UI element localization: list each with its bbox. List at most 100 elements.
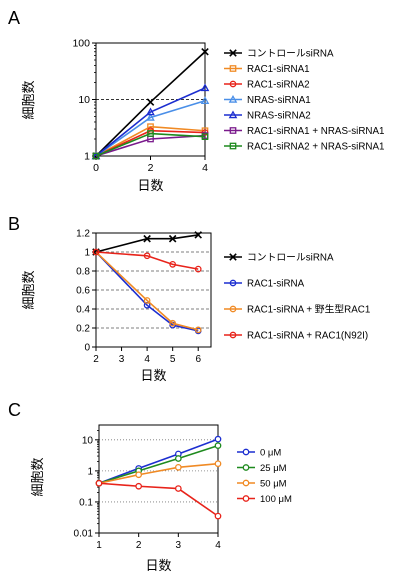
y-tick-label: 0.4 [76, 305, 90, 316]
data-point [135, 471, 143, 479]
data-point [92, 248, 100, 256]
y-tick-label: 1 [84, 151, 90, 163]
data-point [143, 252, 151, 260]
data-point [146, 107, 155, 116]
data-point [194, 326, 202, 334]
legend-swatch-marker [229, 127, 237, 134]
data-point [201, 47, 209, 56]
legend-swatch-marker-stroke [229, 253, 237, 261]
data-point [174, 455, 182, 462]
data-point [147, 123, 154, 131]
data-point [95, 479, 103, 487]
data-point [194, 265, 202, 273]
y-tick-label: 0 [84, 343, 90, 354]
data-point [143, 234, 151, 243]
legend-swatch-marker [229, 331, 237, 339]
data-point [169, 319, 177, 327]
x-tick-label: 4 [202, 162, 208, 174]
legend-label: RAC1-siRNA2 + NRAS-siRNA1 [247, 142, 384, 153]
data-point [214, 460, 222, 468]
data-point [135, 482, 143, 490]
y-tick-label: 0.1 [79, 497, 93, 508]
data-point-stroke [143, 234, 151, 243]
series-line [95, 99, 206, 157]
y-tick-label: 0.2 [76, 324, 90, 335]
legend-swatch-marker [229, 253, 237, 261]
y-axis-label: 細胞数 [21, 270, 36, 309]
y-tick-label: 100 [72, 38, 90, 50]
data-point [200, 96, 210, 104]
legend-label: RAC1-siRNA + 野生型RAC1 [247, 303, 370, 316]
data-point [214, 435, 222, 443]
legend-swatch-marker [229, 279, 237, 287]
series-line [98, 482, 219, 517]
legend-label: RAC1-siRNA1 + NRAS-siRNA1 [247, 126, 384, 137]
series-line [95, 51, 206, 157]
legend-swatch-marker [229, 305, 237, 313]
x-tick-label: 4 [144, 354, 150, 365]
data-point [174, 463, 182, 471]
data-point [92, 152, 100, 160]
x-tick-label: 6 [195, 354, 201, 365]
legend-label: コントロールsiRNA [247, 253, 334, 264]
y-tick-label: 0.6 [76, 286, 90, 297]
data-point [147, 130, 154, 137]
data-point [143, 297, 151, 304]
data-point [200, 83, 210, 92]
data-point-stroke [168, 234, 177, 243]
data-point [214, 442, 222, 449]
x-tick-label: 5 [170, 354, 176, 365]
legend-label: 0 μM [260, 448, 281, 459]
data-point [143, 301, 151, 309]
x-tick-label: 2 [136, 540, 142, 551]
series-line [95, 251, 199, 332]
x-tick-label: 2 [93, 354, 99, 365]
y-tick-label: 0.01 [74, 529, 94, 540]
series-line [95, 234, 199, 253]
legend-swatch-marker [228, 94, 238, 103]
legend-label: RAC1-siRNA1 [247, 64, 310, 75]
legend-label: RAC1-siRNA [247, 279, 305, 290]
data-point [146, 98, 155, 106]
y-tick-label: 1 [84, 248, 90, 259]
series-line [95, 251, 199, 331]
legend-label: NRAS-siRNA1 [247, 95, 311, 106]
y-axis-label: 細胞数 [21, 80, 36, 119]
data-point [169, 260, 177, 268]
data-point [146, 112, 155, 121]
panel-a-letter: A [8, 8, 20, 28]
legend-swatch-marker [242, 479, 250, 487]
panel-c-letter: C [8, 400, 21, 420]
y-tick-label: 1.2 [76, 229, 90, 240]
data-point [194, 231, 202, 239]
y-tick-label: 1 [87, 466, 93, 477]
x-tick-label: 3 [176, 540, 182, 551]
legend-label: RAC1-siRNA2 [247, 80, 310, 91]
legend-swatch-marker [242, 495, 250, 502]
plot-frame [98, 424, 219, 534]
x-tick-label: 0 [93, 162, 99, 174]
legend-swatch-marker [242, 448, 250, 456]
data-point-stroke [201, 47, 209, 56]
x-tick-label: 3 [119, 354, 125, 365]
panel-b-letter: B [8, 214, 20, 234]
series-line [95, 132, 206, 157]
legend-label: 50 μM [260, 479, 287, 490]
data-point [174, 485, 182, 492]
data-point-stroke [194, 231, 202, 239]
series-line [95, 134, 206, 157]
x-axis-label: 日数 [145, 558, 171, 573]
legend-swatch-marker [229, 49, 237, 57]
y-axis-label: 細胞数 [30, 457, 45, 496]
data-point [168, 234, 177, 243]
legend-label: RAC1-siRNA + RAC1(N92I) [247, 331, 368, 342]
data-point-stroke [146, 98, 155, 106]
series-line [95, 87, 206, 157]
data-point [201, 133, 209, 141]
legend-label: 25 μM [260, 463, 287, 474]
series-line [95, 125, 206, 157]
